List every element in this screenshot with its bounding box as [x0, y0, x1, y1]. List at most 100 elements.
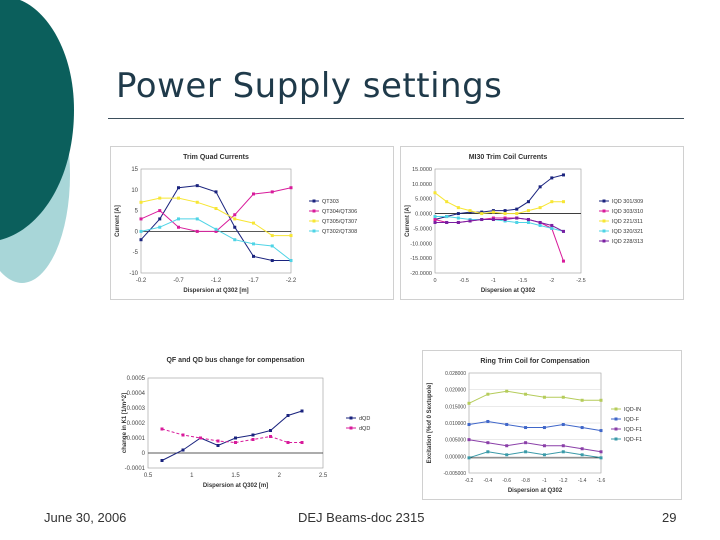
- data-point: [542, 395, 546, 399]
- chart-title: Ring Trim Coil for Compensation: [480, 358, 589, 365]
- data-point: [505, 389, 509, 393]
- y-tick-label: 0.0004: [127, 391, 146, 397]
- data-point: [158, 196, 162, 200]
- chart-qfqd-bus-svg: QF and QD bus change for compensation 0.0…: [122, 357, 370, 489]
- title-divider: [108, 118, 684, 119]
- data-point: [445, 220, 449, 224]
- x-tick-label: -2.2: [286, 278, 297, 284]
- data-point: [503, 209, 507, 213]
- data-point: [538, 223, 542, 227]
- data-point: [515, 212, 519, 216]
- data-point: [580, 398, 584, 402]
- legend-marker: [614, 407, 618, 411]
- legend-marker: [614, 437, 618, 441]
- y-tick-label: 0.010000: [445, 421, 466, 427]
- data-point: [234, 436, 237, 440]
- data-point: [214, 207, 218, 211]
- y-tick-label: 0.000000: [445, 454, 466, 460]
- data-point: [177, 196, 180, 200]
- y-tick-label: 0.020000: [445, 388, 466, 394]
- data-point: [515, 220, 519, 224]
- data-point: [467, 456, 471, 460]
- y-tick-label: 5.0000: [415, 197, 432, 203]
- data-point: [269, 429, 272, 432]
- legend-entry: QT305/QT307: [322, 219, 357, 225]
- data-point: [561, 423, 565, 427]
- data-point: [599, 456, 603, 460]
- data-point: [445, 215, 449, 219]
- data-point: [526, 218, 530, 222]
- y-tick-label: 0.0003: [127, 406, 146, 412]
- data-point: [216, 444, 220, 447]
- legend-entry: dQD: [359, 416, 370, 422]
- legend-entry: QT302/QT308: [322, 229, 357, 235]
- x-tick-label: -0.4: [484, 478, 493, 484]
- data-point: [252, 221, 255, 225]
- data-point: [195, 217, 199, 221]
- y-tick-label: 5: [135, 209, 139, 215]
- legend-entry: IQD 303/310: [612, 209, 643, 215]
- chart-ring-trim: Ring Trim Coil for Compensation 0.028000 0…: [422, 350, 682, 500]
- data-point: [503, 212, 507, 216]
- data-point: [505, 423, 509, 427]
- x-tick-label: -1.5: [518, 278, 527, 284]
- data-point: [233, 238, 237, 242]
- data-point: [216, 439, 220, 443]
- data-point: [561, 444, 565, 448]
- data-point: [233, 213, 237, 217]
- y-axis-label: Current [A]: [405, 205, 411, 237]
- data-point: [524, 441, 528, 445]
- y-tick-label: 10.0000: [412, 182, 432, 188]
- legend-marker: [312, 229, 316, 233]
- data-point: [503, 218, 507, 222]
- data-point: [252, 192, 255, 196]
- legend-marker: [312, 219, 316, 223]
- data-point: [270, 244, 274, 248]
- series-line: [468, 451, 602, 459]
- x-tick-label: -1.6: [597, 478, 606, 484]
- data-point: [467, 423, 471, 427]
- data-point: [195, 184, 199, 188]
- legend-marker: [602, 199, 606, 203]
- data-point: [580, 447, 584, 451]
- data-point: [524, 450, 528, 454]
- y-tick-label: -0.0001: [125, 466, 146, 472]
- data-point: [467, 438, 471, 442]
- y-tick-label: 0: [142, 451, 146, 457]
- data-point: [524, 426, 528, 430]
- y-tick-label: 0: [135, 229, 139, 235]
- data-point: [251, 438, 255, 441]
- y-tick-label: 0.015000: [445, 404, 466, 410]
- data-point: [233, 217, 237, 221]
- legend-entry: IQD-F1: [624, 427, 642, 433]
- data-point: [542, 426, 546, 430]
- data-point: [505, 453, 509, 457]
- data-point: [289, 186, 293, 190]
- page-title: Power Supply settings: [116, 66, 503, 106]
- y-tick-label: -20.0000: [410, 271, 432, 277]
- y-tick-label: 0.0001: [127, 436, 146, 442]
- data-point: [486, 392, 490, 396]
- data-point: [491, 218, 495, 222]
- x-tick-label: -1: [491, 278, 496, 284]
- data-point: [195, 200, 199, 204]
- legend-entry: IQD-F1: [624, 437, 642, 443]
- chart-title: Trim Quad Currents: [183, 154, 249, 161]
- footer-document: DEJ Beams-doc 2315: [298, 510, 425, 525]
- x-tick-label: 2: [278, 473, 282, 479]
- data-point: [550, 200, 554, 204]
- x-tick-label: -1.2: [211, 278, 222, 284]
- x-tick-label: -0.5: [459, 278, 468, 284]
- data-point: [599, 398, 603, 402]
- x-tick-label: 1.5: [231, 473, 240, 479]
- x-tick-label: -0.2: [136, 278, 147, 284]
- series-line: [434, 174, 564, 220]
- y-tick-label: -0.005000: [443, 471, 466, 477]
- data-point: [286, 414, 290, 417]
- data-point: [158, 225, 162, 229]
- data-point: [486, 441, 490, 445]
- data-point: [300, 409, 304, 413]
- data-point: [599, 429, 603, 433]
- x-tick-label: -1.7: [248, 278, 259, 284]
- x-tick-label: -1.4: [578, 478, 587, 484]
